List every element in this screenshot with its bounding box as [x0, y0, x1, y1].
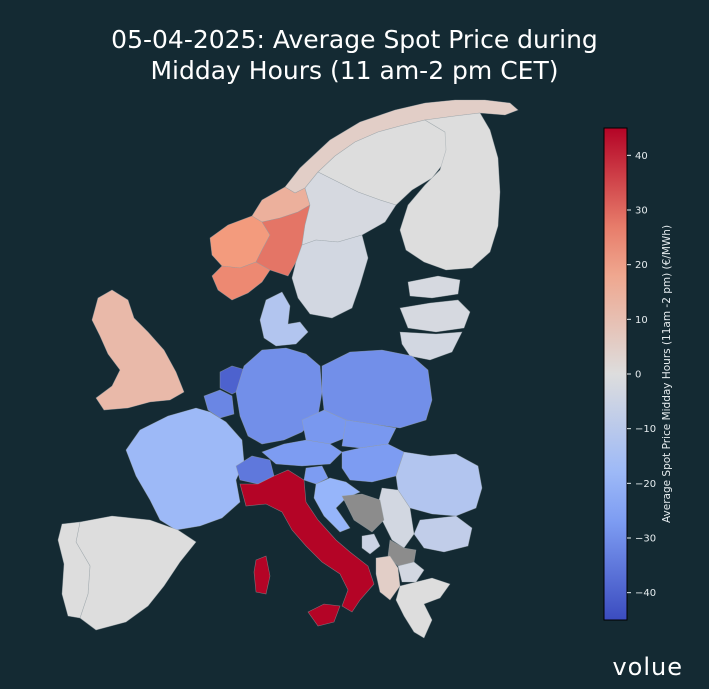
region-belgium: [203, 389, 235, 419]
region-slovenia: [303, 465, 329, 485]
region-latvia: [399, 299, 471, 333]
map-title: 05-04-2025: Average Spot Price during Mi…: [0, 24, 709, 86]
region-austria: [261, 439, 343, 467]
colorbar-tick-label: −10: [635, 424, 656, 435]
region-portugal: [57, 521, 91, 619]
region-spain: [75, 515, 197, 631]
volue-logo: volue: [612, 653, 683, 681]
colorbar-tick-label: 40: [635, 151, 648, 162]
colorbar-tick-label: −40: [635, 588, 656, 599]
region-sweden-south: [291, 234, 369, 319]
region-sweden-central: [301, 171, 397, 246]
colorbar-tick-label: −20: [635, 479, 656, 490]
colorbar-tick-label: −30: [635, 534, 656, 545]
colorbar-tick-label: 0: [635, 370, 641, 381]
region-bosnia-and-herzegovina: [341, 493, 385, 533]
region-great-britain: [91, 289, 185, 411]
colorbar-ticks: 40 30 20 10 0 −10 −20 −30 −40: [627, 151, 656, 599]
region-estonia: [407, 275, 461, 299]
title-line-1: 05-04-2025: Average Spot Price during: [111, 25, 598, 54]
region-france: [125, 407, 245, 531]
region-north-macedonia: [397, 561, 425, 583]
region-romania: [395, 451, 483, 517]
colorbar-gradient: [603, 127, 628, 621]
colorbar-tick-label: 30: [635, 206, 648, 217]
region-croatia: [313, 477, 361, 533]
region-montenegro: [361, 533, 381, 555]
title-line-2: Midday Hours (11 am-2 pm CET): [150, 56, 559, 85]
region-hungary: [341, 443, 405, 483]
map-regions: [57, 99, 519, 639]
region-greece: [395, 577, 451, 639]
region-norway-south: [211, 261, 271, 301]
region-italy: [239, 469, 375, 627]
colorbar: 40 30 20 10 0 −10 −20 −30 −40 Average Spot Price…: [603, 127, 673, 621]
region-denmark: [259, 291, 309, 347]
region-lithuania: [399, 331, 463, 361]
region-finland: [399, 112, 501, 271]
colorbar-tick-label: 20: [635, 260, 648, 271]
colorbar-label: Average Spot Price Midday Hours (11am -2…: [661, 225, 673, 523]
region-albania: [375, 555, 401, 601]
colorbar-tick-label: 10: [635, 315, 648, 326]
region-bulgaria: [413, 515, 473, 553]
